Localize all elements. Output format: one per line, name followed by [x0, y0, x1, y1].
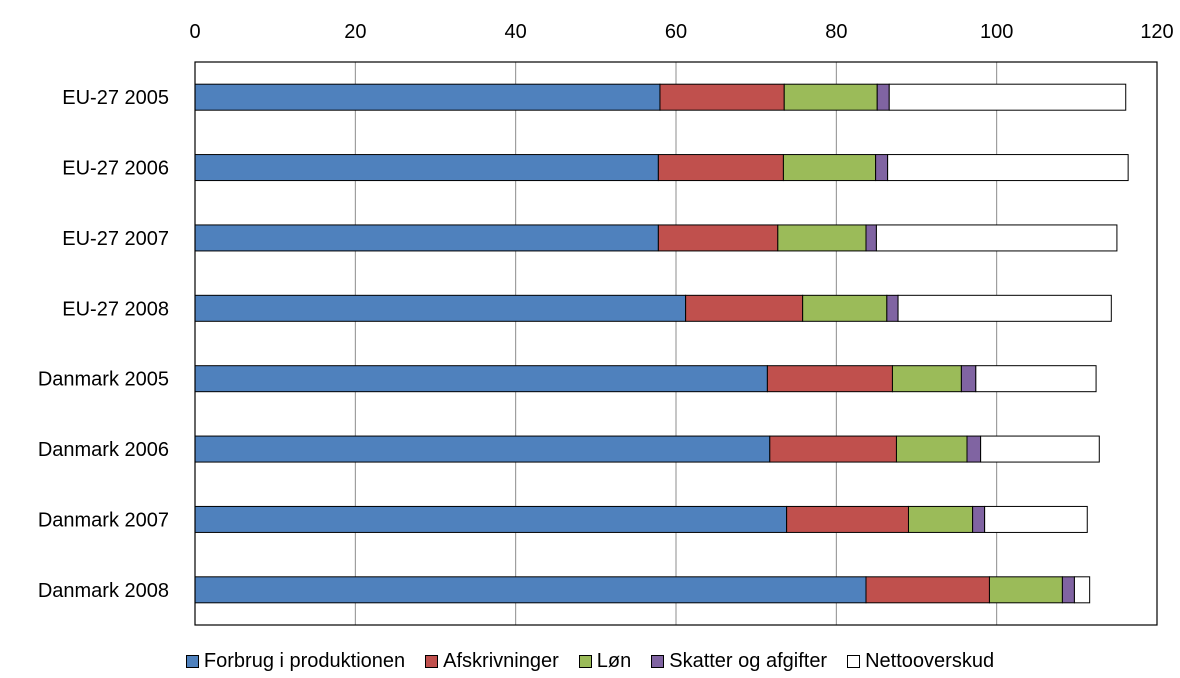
- bar-segment: [865, 576, 990, 604]
- legend-item: Afskrivninger: [425, 650, 559, 673]
- legend-label: Skatter og afgifter: [669, 649, 828, 672]
- category-label: Danmark 2008: [38, 580, 169, 602]
- bar-segment: [194, 83, 661, 111]
- bar-segment: [988, 576, 1063, 604]
- category-label: EU-27 2007: [62, 228, 169, 250]
- bar-segment: [685, 294, 804, 322]
- x-tick-label: 20: [344, 21, 366, 43]
- bar-segment: [802, 294, 888, 322]
- category-label: EU-27 2005: [62, 87, 169, 109]
- bar-segment: [777, 224, 867, 252]
- legend-item: Forbrug i produktionen: [185, 649, 406, 673]
- bar-segment: [975, 365, 1097, 393]
- bar-segment: [783, 83, 878, 111]
- bar-segment: [875, 224, 1118, 252]
- bar-segment: [972, 505, 986, 533]
- bars: [194, 83, 1129, 604]
- bar-segment: [891, 365, 962, 393]
- bar-segment: [766, 365, 893, 393]
- bar-segment: [875, 154, 889, 182]
- legend-item: Løn: [578, 649, 632, 673]
- bar-segment: [194, 154, 659, 182]
- legend-swatch: [185, 654, 199, 668]
- legend-label: Afskrivninger: [443, 649, 559, 672]
- legend-swatch: [651, 654, 665, 668]
- x-tick-label: 40: [505, 21, 527, 43]
- bar-segment: [876, 83, 890, 111]
- bar-segment: [865, 224, 877, 252]
- bar-segment: [782, 154, 877, 182]
- legend-label: Løn: [596, 649, 632, 672]
- legend-swatch: [578, 654, 592, 668]
- bar-segment: [984, 505, 1088, 533]
- bar-segment: [657, 154, 784, 182]
- category-label: EU-27 2008: [62, 298, 169, 320]
- bar-segment: [659, 83, 785, 111]
- gridlines: [354, 62, 998, 625]
- bar-segment: [194, 224, 659, 252]
- bar-segment: [897, 294, 1112, 322]
- category-labels: EU-27 2005 EU-27 2006 EU-27 2007 EU-27 2008…: [38, 87, 169, 602]
- bar-segment: [194, 576, 867, 604]
- bar-segment: [1061, 576, 1075, 604]
- x-tick-labels: 0 20 40 60 80 100 120: [189, 21, 1173, 43]
- legend-swatch: [847, 654, 861, 668]
- x-tick-label: 80: [825, 21, 847, 43]
- bar-segment: [786, 505, 909, 533]
- category-label: Danmark 2005: [38, 369, 169, 391]
- legend-label: Nettooverskud: [865, 649, 995, 672]
- legend-swatch: [425, 654, 439, 668]
- legend: Forbrug i produktionen Afskrivninger Løn Sk…: [0, 648, 1180, 674]
- plot-area-border: [194, 61, 1158, 626]
- category-label: Danmark 2007: [38, 509, 169, 531]
- bar-segment: [888, 83, 1127, 111]
- bar-segment: [895, 435, 968, 463]
- bar-segment: [194, 294, 687, 322]
- category-label: Danmark 2006: [38, 439, 169, 461]
- x-tick-label: 120: [1140, 21, 1173, 43]
- bar-segment: [980, 435, 1100, 463]
- legend-item: Skatter og afgifter: [651, 650, 827, 673]
- x-tick-label: 60: [665, 21, 687, 43]
- x-tick-label: 100: [980, 21, 1013, 43]
- bar-segment: [769, 435, 897, 463]
- bar-segment: [966, 435, 982, 463]
- legend-item: Nettooverskud: [847, 650, 994, 673]
- bar-segment: [907, 505, 974, 533]
- legend-label: Forbrug i produktionen: [203, 649, 406, 672]
- x-tick-label: 0: [189, 21, 200, 43]
- bar-segment: [194, 435, 771, 463]
- bar-segment: [1073, 576, 1091, 604]
- bar-segment: [887, 154, 1129, 182]
- bar-segment: [960, 365, 977, 393]
- bar-segment: [657, 224, 779, 252]
- bar-segment: [886, 294, 899, 322]
- category-label: EU-27 2006: [62, 158, 169, 180]
- bar-segment: [194, 505, 788, 533]
- bar-segment: [194, 365, 768, 393]
